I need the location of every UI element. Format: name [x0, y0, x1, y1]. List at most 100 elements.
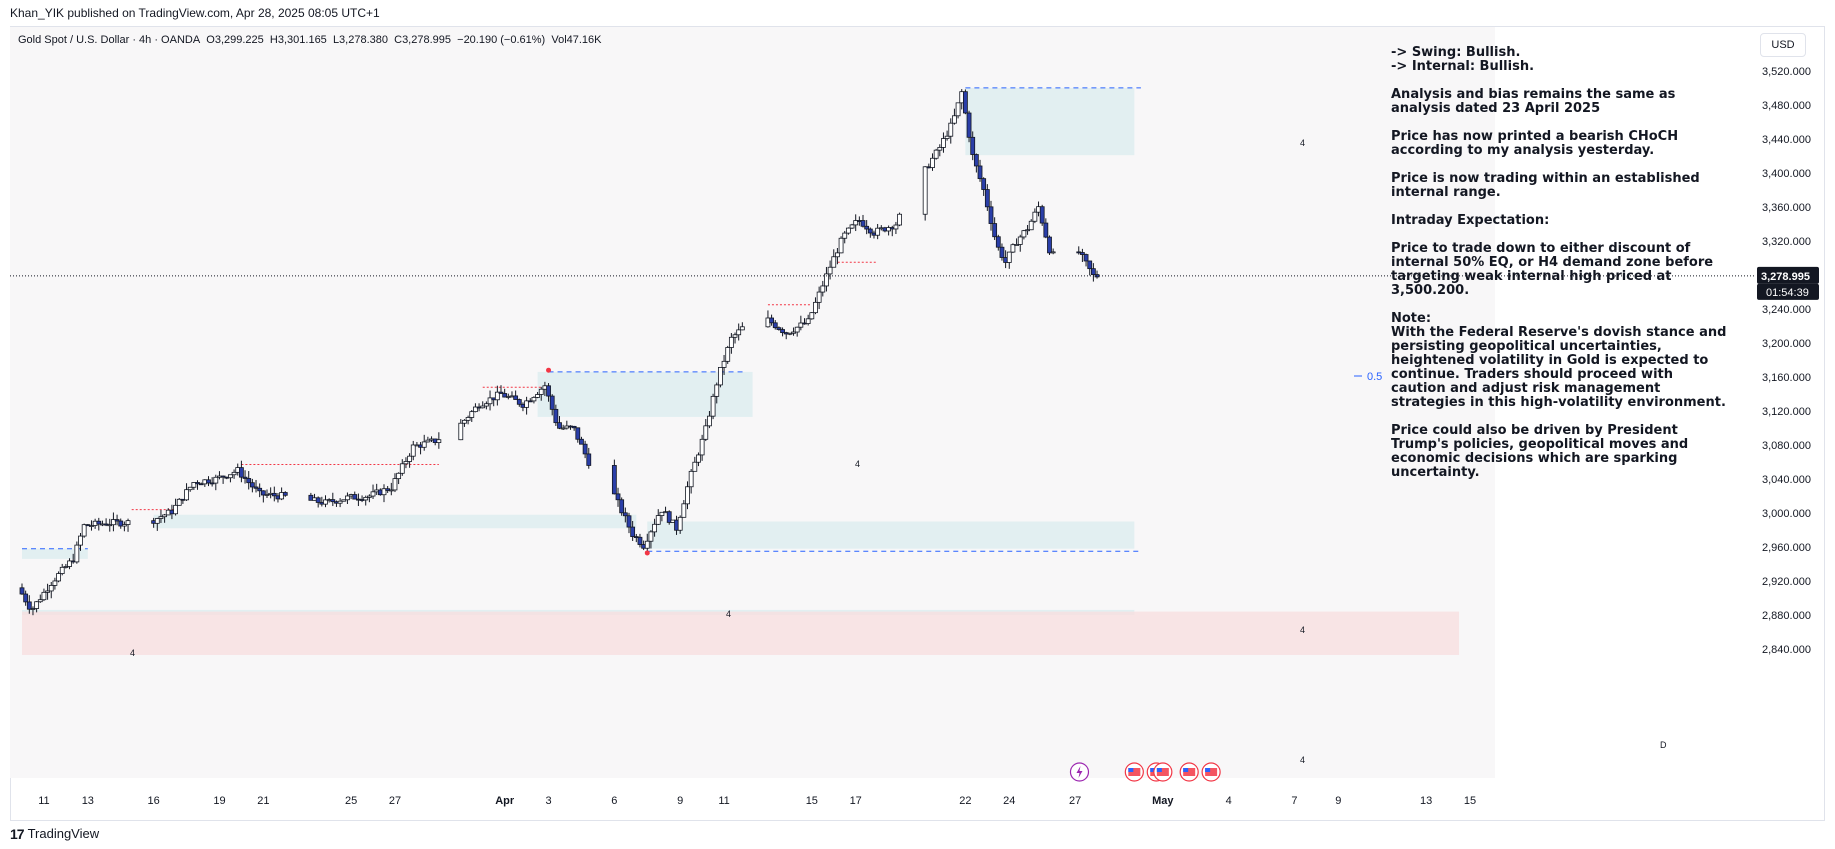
- bullish-candle: [45, 590, 50, 593]
- y-axis: 2,840.000 2,880.000 2,920.000 2,960.000 3,00…: [1762, 66, 1811, 656]
- bullish-candle: [659, 511, 665, 516]
- tradingview-logo-icon: 17: [10, 826, 25, 842]
- bullish-candle: [403, 461, 409, 465]
- bullish-candle: [853, 220, 859, 226]
- bullish-candle: [74, 544, 80, 563]
- bullish-candle: [173, 504, 178, 515]
- bullish-candle: [1050, 251, 1056, 254]
- bearish-candle: [282, 492, 288, 496]
- current-price-layer: 3,278.995 01:54:39: [10, 266, 1819, 300]
- bearish-candle: [626, 515, 632, 528]
- zone-tag: 4: [1300, 625, 1305, 635]
- x-tick-label: 19: [213, 795, 225, 807]
- bullish-candle: [652, 523, 657, 533]
- bearish-candle: [249, 482, 255, 488]
- bullish-candle: [677, 516, 683, 531]
- bullish-candle: [228, 474, 233, 479]
- flag-canton: [1128, 768, 1134, 772]
- bullish-candle: [191, 482, 197, 488]
- low-value: L3,278.380: [332, 34, 388, 46]
- flag-canton: [1150, 768, 1156, 772]
- bullish-candle: [494, 391, 500, 401]
- bullish-candle: [162, 514, 168, 518]
- bullish-candle: [63, 566, 69, 568]
- bullish-candle: [933, 149, 939, 159]
- bearish-candle: [19, 587, 25, 595]
- bearish-candle: [999, 246, 1005, 258]
- x-tick-label: 15: [806, 795, 818, 807]
- y-tick-label: 2,840.000: [1762, 644, 1811, 656]
- bearish-candle: [1087, 260, 1093, 270]
- y-tick-label: 3,200.000: [1762, 338, 1811, 350]
- y-tick-label: 3,400.000: [1762, 168, 1811, 180]
- zone-tag: 4: [855, 459, 860, 469]
- zone-tag: 4: [1300, 138, 1305, 148]
- bearish-candle: [860, 220, 866, 227]
- bearish-candle: [242, 476, 248, 479]
- bearish-candle: [253, 486, 259, 489]
- bullish-candle: [703, 425, 709, 440]
- bullish-candle: [838, 237, 844, 254]
- bullish-candle: [897, 213, 902, 226]
- bearish-candle: [498, 391, 504, 394]
- note-paragraph: Price is now trading within an establish…: [1391, 171, 1700, 200]
- bullish-candle: [875, 227, 881, 236]
- bearish-candle: [582, 443, 588, 455]
- note-paragraph: Price has now printed a bearish CHoCH ac…: [1391, 129, 1679, 158]
- zone-tag: 4: [1300, 755, 1305, 765]
- note-paragraph: Intraday Expectation:: [1391, 213, 1550, 228]
- bearish-candle: [615, 493, 621, 501]
- brand-name: TradingView: [27, 826, 100, 841]
- bearish-candle: [630, 526, 636, 538]
- footer-brand[interactable]: 17 TradingView: [10, 823, 99, 845]
- price-label-box: [1757, 266, 1819, 284]
- bearish-candle: [96, 520, 102, 525]
- bullish-candle: [948, 122, 954, 137]
- bullish-candle: [1028, 220, 1034, 231]
- bullish-candle: [692, 461, 698, 472]
- bearish-candle: [780, 329, 785, 334]
- bullish-candle: [937, 147, 943, 151]
- high-value: H3,301.165: [269, 34, 327, 46]
- bullish-candle: [560, 427, 566, 430]
- x-tick-label: 17: [850, 795, 862, 807]
- bullish-candle: [125, 520, 131, 525]
- bullish-candle: [78, 535, 83, 546]
- publisher-header: Khan_YIK published on TradingView.com, A…: [0, 0, 1835, 26]
- bullish-candle: [392, 478, 398, 491]
- bearish-candle: [502, 393, 508, 398]
- note-paragraph: Price to trade down to either discount o…: [1391, 241, 1714, 298]
- bullish-candle: [107, 524, 113, 527]
- y-tick-label: 2,920.000: [1762, 576, 1811, 588]
- symbol-legend: Gold Spot / U.S. Dollar · 4h · OANDA O3,…: [18, 34, 602, 46]
- x-tick-label: Apr: [495, 795, 515, 807]
- bullish-candle: [231, 471, 237, 476]
- bullish-candle: [538, 388, 544, 395]
- bearish-candle: [1083, 254, 1089, 262]
- bearish-candle: [516, 399, 522, 405]
- zone-tag: D: [1660, 740, 1667, 750]
- y-tick-label: 3,240.000: [1762, 304, 1811, 316]
- bullish-candle: [725, 347, 731, 362]
- x-tick-label: 11: [38, 795, 49, 807]
- bullish-candle: [798, 322, 804, 328]
- bearish-candle: [579, 438, 584, 445]
- y-tick-label: 2,880.000: [1762, 610, 1811, 622]
- bearish-candle: [970, 136, 976, 155]
- y-tick-label: 3,040.000: [1762, 474, 1811, 486]
- bearish-candle: [315, 497, 321, 503]
- symbol-name[interactable]: Gold Spot / U.S. Dollar · 4h · OANDA: [18, 34, 201, 46]
- bearish-candle: [571, 425, 577, 429]
- bullish-candle: [845, 227, 851, 234]
- y-tick-label: 3,440.000: [1762, 134, 1811, 146]
- bearish-candle: [549, 395, 555, 410]
- countdown-value: 01:54:39: [1766, 287, 1809, 299]
- bullish-candle: [67, 560, 72, 567]
- flag-stripes: [1205, 768, 1218, 776]
- bearish-candle: [637, 536, 643, 545]
- y-tick-label: 3,160.000: [1762, 372, 1811, 384]
- currency-selector[interactable]: USD: [1760, 33, 1806, 57]
- bullish-candle: [824, 273, 829, 287]
- bullish-candle: [187, 486, 193, 491]
